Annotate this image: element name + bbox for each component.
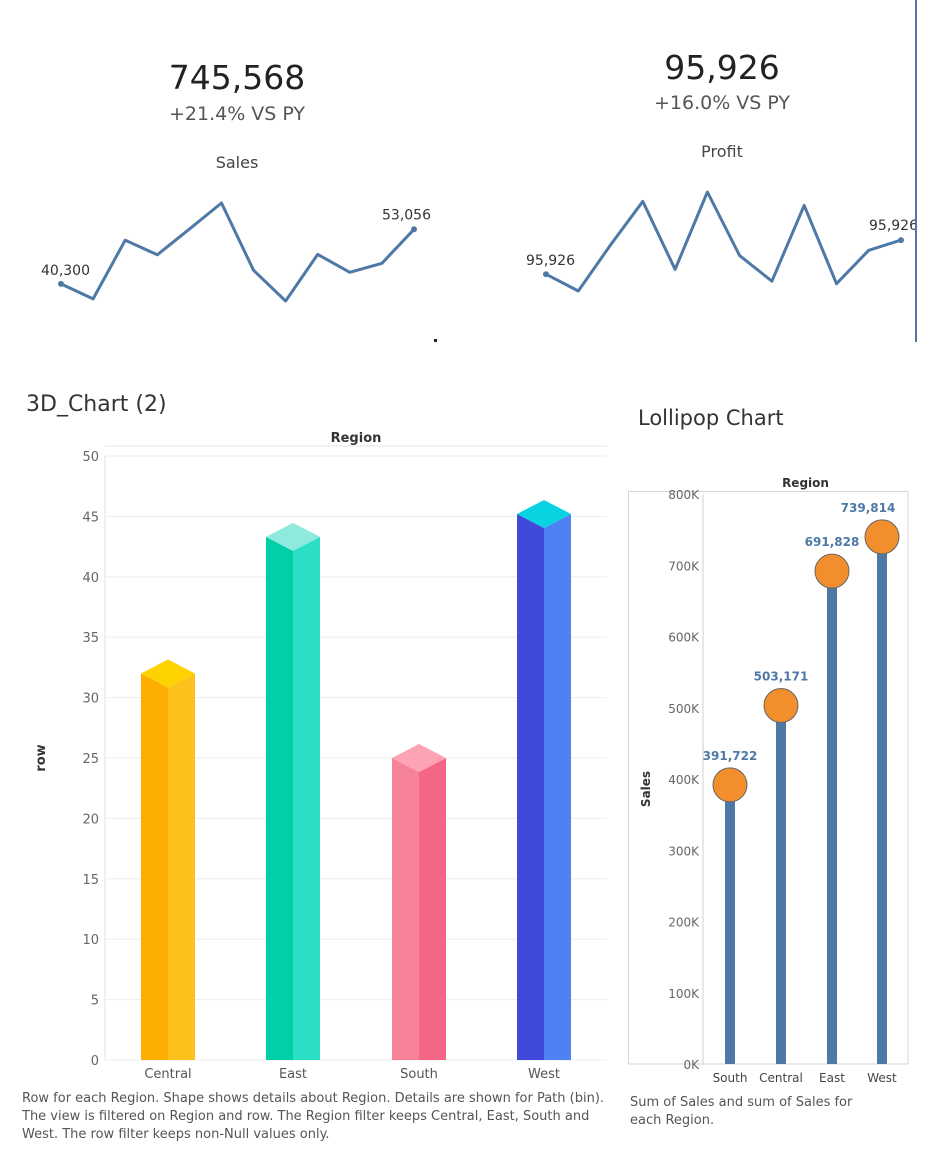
lollipop-y-tick: 200K bbox=[668, 916, 700, 930]
lollipop-title: Lollipop Chart bbox=[638, 406, 784, 430]
bar-south bbox=[392, 744, 446, 1060]
profit-sparkline: 95,926 95,926 bbox=[526, 190, 918, 293]
lollipop-chart: Region 0K 100K 200K 300K 400K 500K 600K 700K 800K… bbox=[628, 476, 909, 1085]
y-tick-label: 10 bbox=[82, 933, 99, 948]
lollipop-y-tick: 0K bbox=[683, 1058, 700, 1072]
chart-3d-caption: Row for each Region. Shape shows details… bbox=[22, 1091, 605, 1142]
profit-kpi-title: Profit bbox=[701, 142, 743, 161]
bar-top-face bbox=[141, 659, 195, 688]
lollipop-south: 391,722 bbox=[703, 749, 758, 1064]
x-tick-label: Central bbox=[144, 1067, 191, 1082]
bar-left-face bbox=[517, 513, 544, 1060]
y-axis-title: row bbox=[34, 744, 49, 771]
lollipop-value-label: 691,828 bbox=[805, 535, 860, 549]
lollipop-y-tick: 700K bbox=[668, 559, 700, 573]
sparkline-end-point bbox=[411, 226, 417, 233]
lollipop-stem bbox=[827, 571, 837, 1064]
sparklines-svg: 40,300 53,056 95,926 95,926 bbox=[41, 190, 918, 303]
lollipop-east: 691,828 bbox=[805, 535, 860, 1064]
sparkline-path bbox=[60, 201, 416, 303]
lollipop-x-tick: South bbox=[713, 1071, 748, 1085]
sparkline-start-point bbox=[58, 280, 64, 287]
lollipop-west: 739,814 bbox=[841, 501, 900, 1064]
lollipop-stem bbox=[877, 536, 887, 1064]
lollipop-y-tick: 800K bbox=[668, 488, 700, 502]
x-tick-label: East bbox=[279, 1067, 307, 1082]
sparkline-start-label: 95,926 bbox=[526, 253, 575, 269]
bar-left-face bbox=[141, 673, 168, 1060]
lollipop-y-tick: 500K bbox=[668, 702, 700, 716]
x-tick-label: South bbox=[400, 1067, 438, 1082]
sales-sparkline: 40,300 53,056 bbox=[41, 201, 431, 303]
bar-top-face bbox=[266, 522, 320, 551]
sparkline-end-label: 95,926 bbox=[869, 218, 918, 234]
lollipop-x-tick: West bbox=[867, 1071, 897, 1085]
lollipop-frame bbox=[628, 491, 909, 1065]
bar-east bbox=[266, 522, 320, 1060]
sales-kpi-value: 745,568 bbox=[168, 58, 306, 97]
lollipop-central: 503,171 bbox=[754, 669, 809, 1064]
y-tick-label: 5 bbox=[91, 994, 99, 1009]
lollipop-head bbox=[712, 767, 748, 803]
bar-right-face bbox=[419, 758, 446, 1060]
sparkline-start-label: 40,300 bbox=[41, 263, 90, 279]
profit-kpi-delta: +16.0% VS PY bbox=[653, 92, 791, 114]
lollipop-value-label: 739,814 bbox=[841, 501, 896, 515]
lollipop-header: Region bbox=[782, 476, 829, 490]
sales-kpi-title: Sales bbox=[215, 153, 259, 172]
chart-3d-header: Region bbox=[331, 431, 382, 446]
lollipop-head bbox=[763, 687, 799, 723]
bar-west bbox=[517, 499, 571, 1060]
lollipop-x-tick: East bbox=[819, 1071, 845, 1085]
y-tick-label: 15 bbox=[82, 873, 99, 888]
lollipop-x-tick: Central bbox=[759, 1071, 803, 1085]
profit-kpi-value: 95,926 bbox=[664, 48, 780, 87]
lollipop-y-tick: 400K bbox=[668, 773, 700, 787]
lollipop-caption: Sum of Sales and sum of Sales for each R… bbox=[630, 1095, 853, 1128]
lollipop-y-tick: 600K bbox=[668, 631, 700, 645]
y-tick-label: 20 bbox=[82, 812, 99, 827]
y-tick-label: 50 bbox=[82, 450, 99, 465]
bar-right-face bbox=[544, 513, 571, 1060]
sparkline-start-point bbox=[543, 271, 549, 278]
panel-divider bbox=[915, 0, 917, 342]
y-tick-label: 40 bbox=[82, 571, 99, 586]
bar-left-face bbox=[392, 758, 419, 1060]
y-tick-label: 25 bbox=[82, 752, 99, 767]
chart-3d-title: 3D_Chart (2) bbox=[26, 392, 167, 417]
sparkline-end-label: 53,056 bbox=[382, 207, 431, 223]
y-tick-label: 30 bbox=[82, 692, 99, 707]
y-tick-label: 0 bbox=[91, 1054, 99, 1069]
bar-top-face bbox=[392, 744, 446, 772]
sparkline-path bbox=[545, 190, 902, 293]
bar-top-face bbox=[517, 499, 571, 528]
lollipop-y-title: Sales bbox=[639, 771, 653, 807]
x-tick-label: West bbox=[528, 1067, 560, 1082]
bar-left-face bbox=[266, 536, 293, 1060]
bar-right-face bbox=[168, 673, 195, 1060]
y-tick-label: 35 bbox=[82, 631, 99, 646]
lollipop-stem bbox=[776, 705, 786, 1064]
lollipop-y-tick: 100K bbox=[668, 987, 700, 1001]
y-tick-label: 45 bbox=[82, 510, 99, 525]
lollipop-value-label: 503,171 bbox=[754, 669, 809, 683]
bar-central bbox=[141, 659, 195, 1060]
lollipop-value-label: 391,722 bbox=[703, 749, 758, 763]
sales-kpi-delta: +21.4% VS PY bbox=[168, 103, 306, 125]
lollipop-head bbox=[864, 519, 900, 555]
divider-dot bbox=[434, 339, 437, 342]
lollipop-stem bbox=[725, 784, 735, 1064]
lollipop-head bbox=[814, 553, 850, 589]
sparkline-end-point bbox=[898, 237, 904, 244]
bar-right-face bbox=[293, 536, 320, 1060]
lollipop-y-tick: 300K bbox=[668, 844, 700, 858]
chart-3d: Region 0 5 10 15 20 25 30 35 40 45 50 row Central East… bbox=[34, 431, 607, 1082]
